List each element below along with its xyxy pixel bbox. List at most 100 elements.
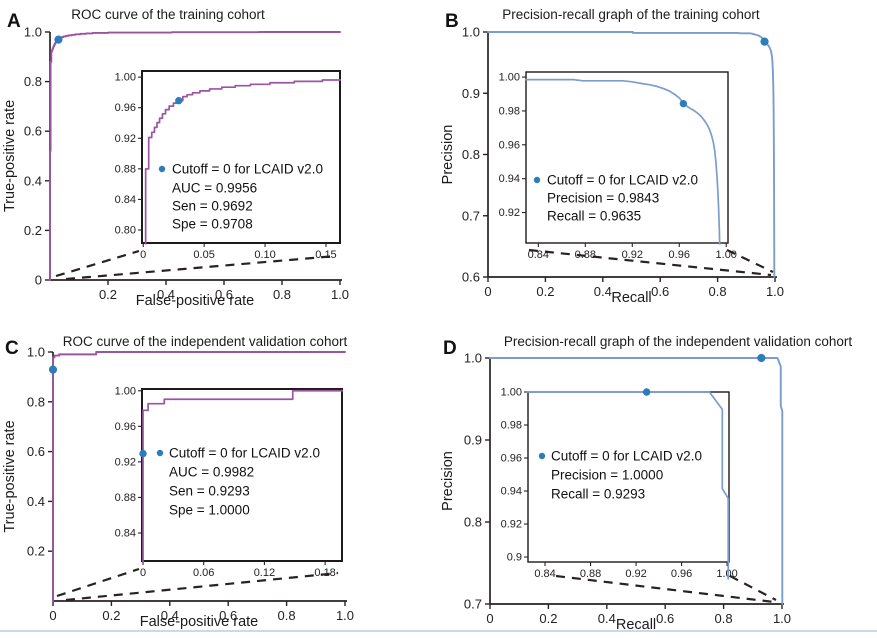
zoom-connector-dashed-line bbox=[65, 254, 337, 281]
zoom-connector-dashed-line bbox=[555, 574, 775, 604]
inset-x-tick-label: 0.15 bbox=[315, 249, 336, 261]
y-axis-label: Precision bbox=[440, 451, 456, 511]
inset-curve bbox=[525, 78, 721, 245]
inset-y-tick-label: 1.00 bbox=[499, 72, 520, 84]
inset-x-tick-label: 0.06 bbox=[193, 567, 214, 579]
inset-cutoff-marker-dot bbox=[642, 388, 651, 396]
inset-y-tick-label: 1.00 bbox=[501, 387, 522, 399]
chart-title: ROC curve of the independent validation … bbox=[63, 334, 348, 349]
y-tick-label: 0.4 bbox=[27, 494, 45, 509]
y-tick-label: 0.4 bbox=[24, 173, 42, 188]
y-tick-label: 1.0 bbox=[462, 25, 480, 40]
y-tick-label: 0.8 bbox=[462, 147, 480, 162]
inset-curve bbox=[142, 389, 343, 563]
main-curve bbox=[52, 351, 346, 602]
inset-y-tick-label: 0.80 bbox=[115, 225, 136, 237]
inset-x-tick-label: 0.84 bbox=[528, 249, 549, 261]
main-curve bbox=[489, 357, 784, 605]
panel-C: C ROC curve of the independent validation… bbox=[0, 319, 438, 638]
inset-x-tick-label: 0.92 bbox=[625, 568, 646, 580]
main-curve bbox=[487, 31, 776, 278]
x-tick-label: 0.2 bbox=[539, 611, 557, 626]
inset-x-tick-label: 1.00 bbox=[716, 249, 737, 261]
inset-x-tick-label: 0.18 bbox=[314, 567, 335, 579]
panel-B: B Precision-recall graph of the training … bbox=[438, 0, 877, 319]
legend-line: Recall = 0.9635 bbox=[547, 209, 641, 224]
inset-cutoff-marker-dot bbox=[139, 449, 147, 458]
inset-x-tick-label: 1.00 bbox=[716, 568, 737, 580]
inset-frame bbox=[527, 391, 730, 563]
legend-line: Spe = 1.0000 bbox=[169, 503, 250, 518]
y-tick-label: 0.2 bbox=[27, 544, 45, 559]
y-tick-label: 1.0 bbox=[27, 345, 45, 360]
inset-y-tick-label: 0.92 bbox=[499, 207, 520, 219]
zoom-connector-dashed-line bbox=[729, 575, 777, 601]
x-tick-label: 0.8 bbox=[715, 611, 733, 626]
x-axis-label: False-positive rate bbox=[140, 614, 258, 630]
inset-frame bbox=[141, 70, 341, 244]
y-tick-label: 0.7 bbox=[464, 597, 482, 612]
page-bottom-rule bbox=[0, 630, 877, 632]
y-tick-label: 0.8 bbox=[464, 515, 482, 530]
x-tick-label: 0 bbox=[486, 611, 493, 626]
legend-line: Cutoff = 0 for LCAID v2.0 bbox=[172, 162, 323, 177]
inset-y-tick-label: 0.96 bbox=[501, 453, 522, 465]
legend-line: AUC = 0.9982 bbox=[169, 465, 254, 480]
inset-y-tick-label: 0.96 bbox=[499, 139, 520, 151]
inset-y-tick-label: 1.00 bbox=[115, 385, 136, 397]
inset-y-tick-label: 0.88 bbox=[115, 492, 136, 504]
y-tick-label: 0.9 bbox=[464, 433, 482, 448]
x-tick-label: 0.2 bbox=[99, 287, 117, 302]
x-tick-label: 0.4 bbox=[598, 611, 616, 626]
inset-x-tick-label: 0 bbox=[140, 567, 146, 579]
inset-y-tick-label: 0.96 bbox=[115, 421, 136, 433]
y-tick-label: 1.0 bbox=[24, 25, 42, 40]
inset-y-tick-label: 0.98 bbox=[499, 105, 520, 117]
inset-x-tick-label: 0.05 bbox=[193, 249, 214, 261]
x-tick-label: 1.0 bbox=[773, 611, 791, 626]
y-axis-label: True-positive rate bbox=[2, 100, 18, 212]
inset-y-tick-label: 0.88 bbox=[115, 163, 136, 175]
legend-cutoff-dot bbox=[158, 165, 166, 173]
inset-x-tick-label: 0.92 bbox=[622, 249, 643, 261]
legend-line: AUC = 0.9956 bbox=[172, 181, 257, 196]
inset-curve bbox=[144, 79, 341, 245]
x-axis-label: Recall bbox=[611, 290, 651, 306]
inset-x-tick-label: 0.88 bbox=[575, 249, 596, 261]
legend-line: Recall = 0.9293 bbox=[551, 487, 645, 502]
zoom-connector-dashed-line bbox=[726, 249, 774, 273]
panel-letter-D: D bbox=[443, 338, 457, 359]
y-tick-label: 0.2 bbox=[24, 223, 42, 238]
cutoff-marker-dot bbox=[48, 365, 58, 374]
inset-y-tick-label: 0.98 bbox=[501, 420, 522, 432]
x-axis-label: Recall bbox=[616, 617, 656, 633]
chart-title: ROC curve of the training cohort bbox=[71, 7, 265, 22]
panel-letter-C: C bbox=[5, 338, 19, 359]
y-tick-label: 1.0 bbox=[464, 351, 482, 366]
legend-line: Cutoff = 0 for LCAID v2.0 bbox=[551, 449, 702, 464]
inset-y-tick-label: 0.9 bbox=[507, 552, 522, 564]
x-tick-label: 0.4 bbox=[157, 287, 175, 302]
x-axis-label: False-positive rate bbox=[136, 293, 254, 309]
x-tick-label: 0.6 bbox=[656, 611, 674, 626]
inset-curve bbox=[527, 391, 730, 580]
x-tick-label: 0.6 bbox=[215, 287, 233, 302]
x-tick-label: 0.8 bbox=[709, 284, 727, 299]
y-tick-label: 0.6 bbox=[462, 270, 480, 285]
inset-x-tick-label: 0.84 bbox=[534, 568, 555, 580]
x-tick-label: 1.0 bbox=[331, 287, 349, 302]
legend-line: Sen = 0.9692 bbox=[172, 199, 253, 214]
x-tick-label: 0.4 bbox=[594, 284, 612, 299]
y-axis-label: Precision bbox=[440, 125, 456, 185]
inset-y-tick-label: 0.92 bbox=[115, 456, 136, 468]
y-tick-label: 0.8 bbox=[24, 74, 42, 89]
y-axis-label: True-positive rate bbox=[2, 420, 18, 532]
chart-title: Precision-recall graph of the independen… bbox=[504, 334, 852, 349]
chart-C: C ROC curve of the independent validation… bbox=[2, 334, 354, 630]
x-tick-label: 0.2 bbox=[102, 608, 120, 623]
y-tick-label: 0.8 bbox=[27, 394, 45, 409]
inset-y-tick-label: 0.94 bbox=[499, 173, 520, 185]
inset-x-tick-label: 0.12 bbox=[254, 567, 275, 579]
inset-x-tick-label: 0.88 bbox=[580, 568, 601, 580]
